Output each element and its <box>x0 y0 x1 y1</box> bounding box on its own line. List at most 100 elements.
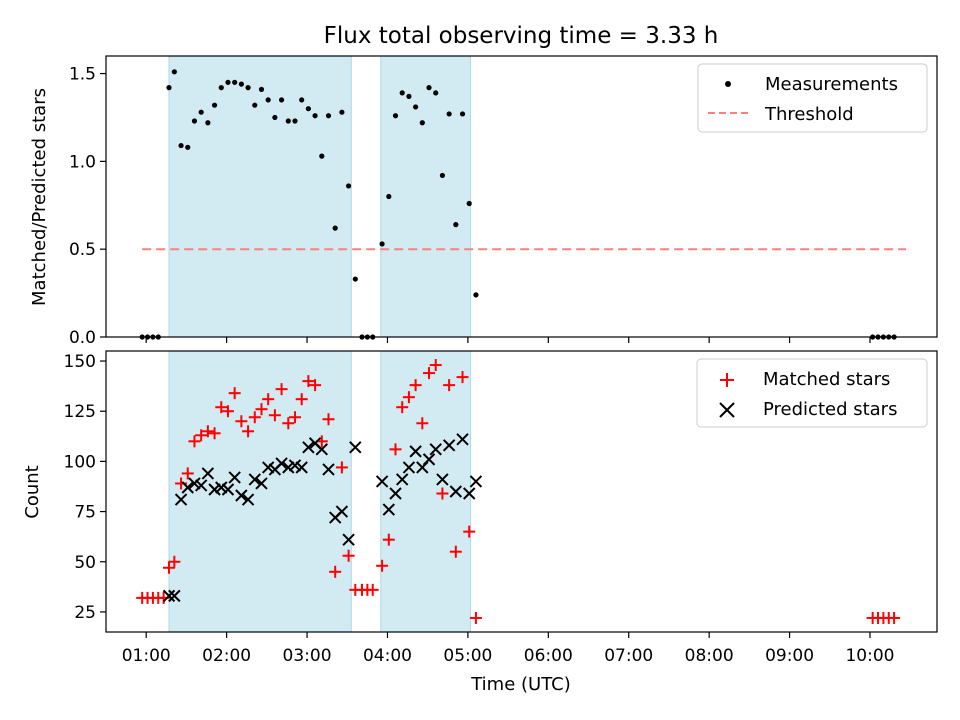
measurement-point-20 <box>272 114 278 121</box>
matched-point-12 <box>208 427 221 440</box>
measurement-point-50 <box>473 292 479 298</box>
x-tick-label-0: 01:00 <box>122 646 171 666</box>
measurement-point-21 <box>278 97 285 103</box>
predicted-point-b <box>449 485 463 498</box>
y-tick-label-3: 100 <box>64 452 96 472</box>
x-tick-label-9: 10:00 <box>845 646 894 666</box>
measurement-point-26 <box>312 113 318 119</box>
measurement-point-38 <box>392 113 399 119</box>
measurement-point-15 <box>238 81 244 87</box>
predicted-point-b <box>442 439 456 452</box>
matched-point-44 <box>423 367 436 380</box>
measurement-point-40 <box>406 93 412 99</box>
measurement-point-9 <box>198 109 204 115</box>
predicted-point-b <box>436 473 449 486</box>
legend-threshold-label: Threshold <box>764 104 854 125</box>
matched-point-36 <box>366 583 379 596</box>
predicted-point-34 <box>409 445 422 458</box>
y-tick-label-2: 75 <box>74 503 96 523</box>
top-legend: Measurements Threshold <box>697 63 928 133</box>
measurement-point-4 <box>166 85 172 91</box>
top-shaded-regions <box>168 55 472 338</box>
predicted-stars-series <box>162 433 483 603</box>
matched-point-29 <box>322 413 335 426</box>
predicted-point-b <box>389 487 402 500</box>
predicted-point-b <box>456 433 469 446</box>
legend-matched-marker <box>720 373 734 387</box>
measurement-point-27 <box>319 153 325 159</box>
matched-point-25 <box>295 393 308 406</box>
matched-point-42 <box>409 379 422 392</box>
top-legend-box <box>697 63 928 133</box>
predicted-point-40 <box>449 485 463 498</box>
predicted-point-14 <box>255 477 268 490</box>
measurement-point-46 <box>446 111 452 117</box>
matched-point-17 <box>242 425 255 438</box>
predicted-point-5 <box>194 479 208 492</box>
predicted-point-43 <box>469 475 483 488</box>
observing-interval-0 <box>168 350 352 633</box>
measurement-point-7 <box>185 144 191 150</box>
top-y-axis-label: Matched/Predicted stars <box>29 88 50 306</box>
predicted-point-12 <box>241 493 255 506</box>
top-y-ticks: 0.0 0.5 1.0 1.5 <box>69 65 106 348</box>
bottom-legend: Matched stars Predicted stars <box>696 358 928 428</box>
x-tick-label-1: 02:00 <box>202 646 251 666</box>
measurement-point-39 <box>399 90 405 96</box>
legend-measurements-label: Measurements <box>765 74 898 95</box>
matched-point-26 <box>302 375 315 388</box>
measurement-point-6 <box>178 142 184 149</box>
matched-point-45 <box>429 359 442 372</box>
predicted-point-b <box>469 475 483 488</box>
predicted-point-b <box>275 457 288 470</box>
measurement-point-11 <box>211 102 218 108</box>
predicted-point-41 <box>456 433 469 446</box>
predicted-point-0 <box>162 589 176 603</box>
measurement-point-29 <box>332 225 338 231</box>
measurement-point-19 <box>265 97 271 103</box>
predicted-point-27 <box>342 533 355 546</box>
measurement-point-43 <box>426 85 432 91</box>
measurement-point-44 <box>433 90 439 96</box>
predicted-point-32 <box>396 473 409 486</box>
matched-point-11 <box>201 425 214 438</box>
predicted-point-2 <box>174 493 188 506</box>
measurements-series <box>139 69 897 340</box>
predicted-point-1 <box>168 589 181 603</box>
matched-point-41 <box>402 391 415 404</box>
x-axis-label: Time (UTC) <box>470 674 571 695</box>
bottom-y-axis-label: Count <box>22 465 43 518</box>
top-x-ticks <box>145 337 871 343</box>
predicted-point-b <box>342 533 355 546</box>
matched-point-15 <box>228 387 241 400</box>
measurement-point-5 <box>171 69 177 75</box>
predicted-point-29 <box>375 475 389 488</box>
predicted-point-39 <box>442 439 456 452</box>
matched-point-24 <box>288 411 301 424</box>
predicted-point-36 <box>422 453 436 466</box>
matched-point-38 <box>382 533 395 546</box>
predicted-point-b <box>168 589 181 603</box>
measurement-point-23 <box>292 118 298 124</box>
matched-point-40 <box>396 401 409 414</box>
predicted-point-9 <box>221 483 235 496</box>
matched-point-8 <box>181 467 194 480</box>
predicted-point-b <box>322 463 335 476</box>
predicted-point-b <box>261 461 275 474</box>
x-tick-label-4: 05:00 <box>443 646 492 666</box>
matched-point-14 <box>221 405 234 418</box>
matched-point-49 <box>456 371 469 384</box>
predicted-point-b <box>215 481 228 494</box>
measurement-point-32 <box>352 276 358 282</box>
predicted-point-31 <box>389 487 402 500</box>
predicted-point-42 <box>463 487 476 500</box>
predicted-point-23 <box>315 443 328 456</box>
x-tick-label-3: 04:00 <box>363 646 412 666</box>
matched-point-13 <box>215 401 228 414</box>
matched-point-43 <box>416 417 429 430</box>
matched-point-30 <box>329 565 342 578</box>
measurement-point-18 <box>258 86 265 92</box>
measurement-point-42 <box>419 120 425 126</box>
predicted-point-13 <box>248 473 261 486</box>
